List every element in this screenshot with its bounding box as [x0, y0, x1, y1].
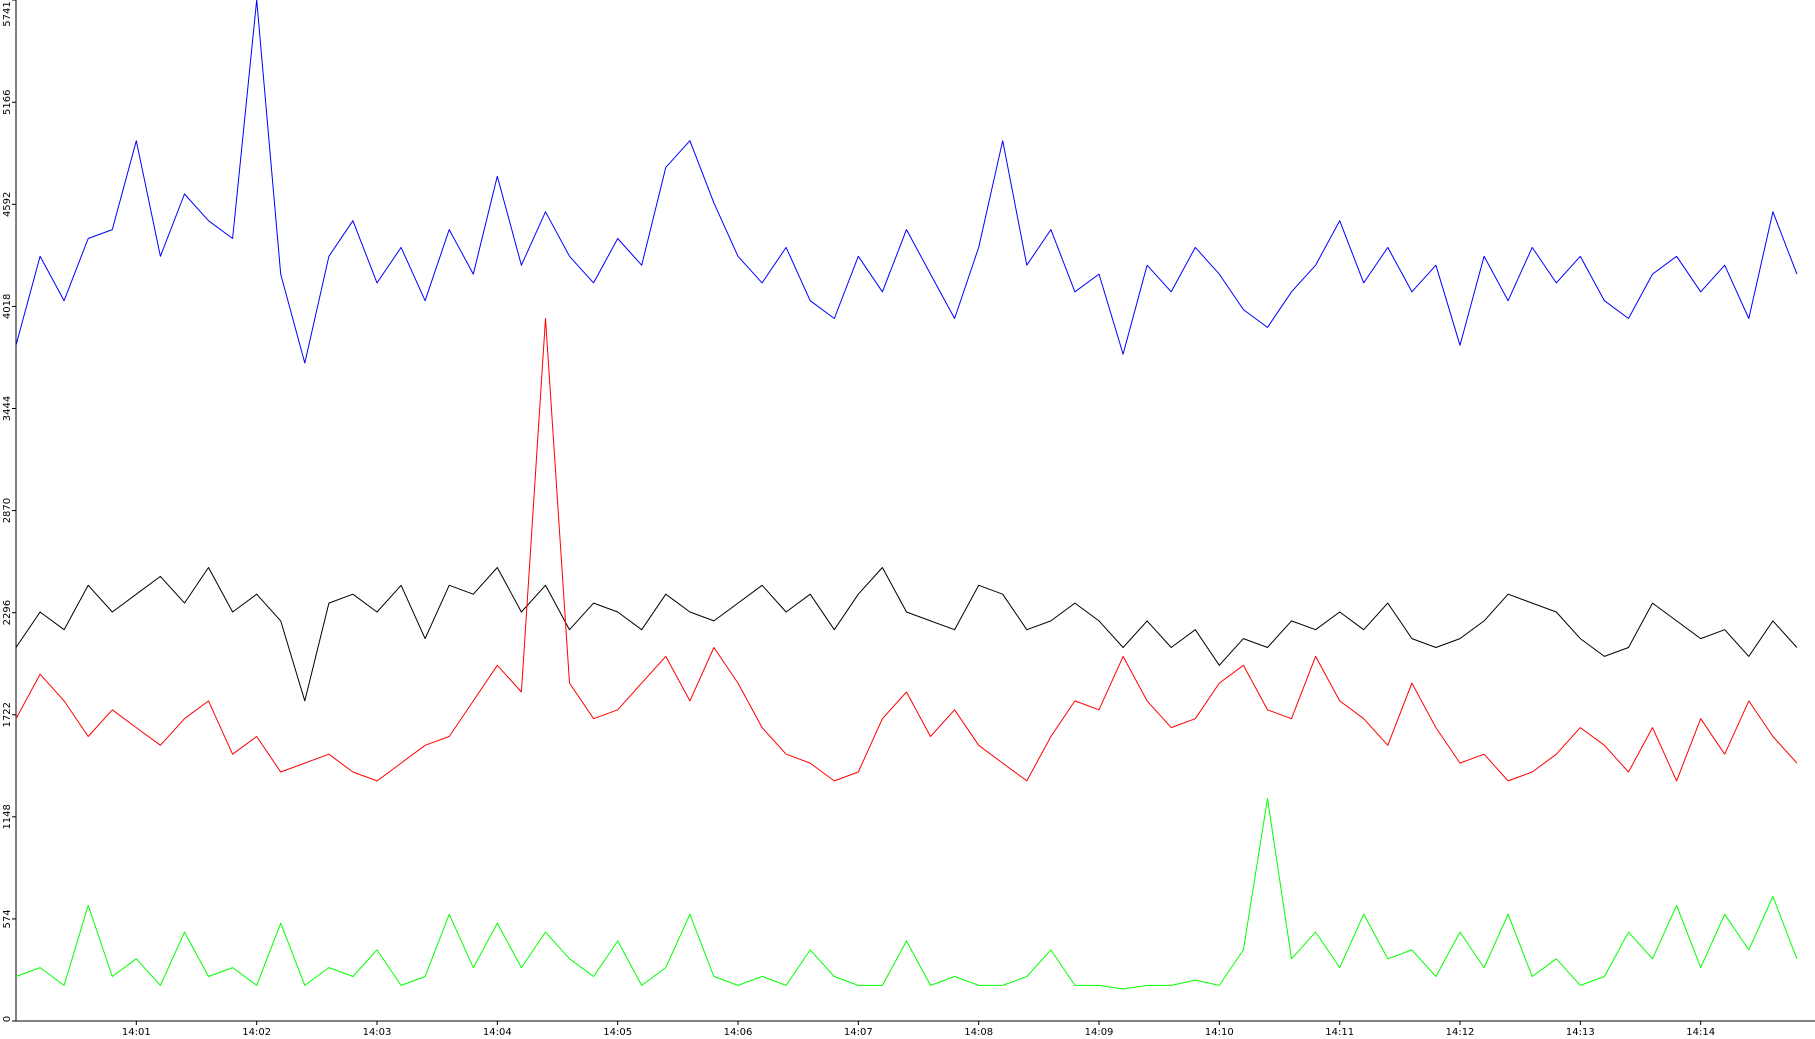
- y-tick-label: 1722: [2, 702, 13, 727]
- x-tick-label: 14:10: [1205, 1027, 1234, 1038]
- y-tick-label: 4018: [2, 294, 13, 319]
- y-tick-label: 4592: [2, 192, 13, 217]
- x-tick-label: 14:05: [603, 1027, 632, 1038]
- y-tick-label: 5741: [2, 1, 13, 26]
- y-tick-label: 5166: [2, 90, 13, 115]
- x-tick-label: 14:07: [844, 1027, 873, 1038]
- series-line: [15, 318, 1798, 782]
- y-tick-label: 1148: [2, 804, 13, 829]
- x-tick-label: 14:03: [363, 1027, 392, 1038]
- y-tick-label: 0: [2, 1016, 13, 1022]
- x-tick-label: 14:12: [1446, 1027, 1475, 1038]
- x-tick-label: 14:01: [122, 1027, 151, 1038]
- series-line: [15, 567, 1798, 702]
- x-tick-label: 14:09: [1085, 1027, 1114, 1038]
- y-tick-label: 3444: [2, 396, 13, 421]
- series-line: [15, 798, 1798, 990]
- y-tick-label: 2296: [2, 600, 13, 625]
- x-tick-label: 14:02: [242, 1027, 271, 1038]
- y-tick-label: 574: [2, 909, 13, 928]
- x-tick-label: 14:06: [724, 1027, 753, 1038]
- x-tick-label: 14:14: [1686, 1027, 1715, 1038]
- y-tick-label: 2870: [2, 498, 13, 523]
- x-tick-label: 14:08: [964, 1027, 993, 1038]
- x-tick-label: 14:04: [483, 1027, 512, 1038]
- x-tick-label: 14:11: [1325, 1027, 1354, 1038]
- x-tick-label: 14:13: [1566, 1027, 1595, 1038]
- series-line: [15, 0, 1798, 364]
